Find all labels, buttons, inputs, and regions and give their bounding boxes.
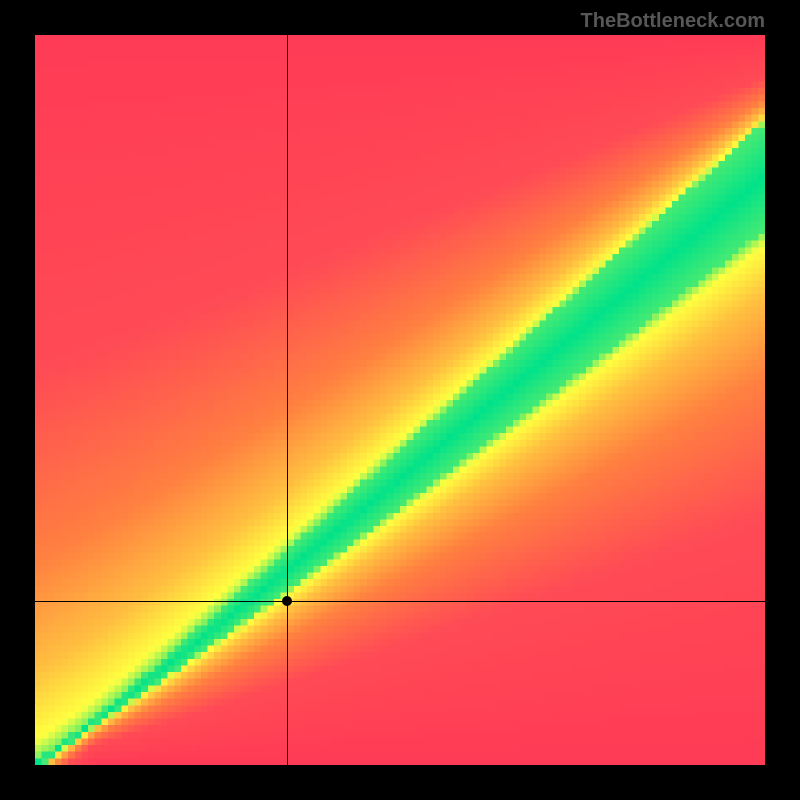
plot-area (35, 35, 765, 765)
crosshair-vertical (287, 35, 288, 765)
marker-dot (282, 596, 292, 606)
watermark-text: TheBottleneck.com (581, 10, 765, 33)
heatmap-canvas (35, 35, 765, 765)
crosshair-horizontal (35, 601, 765, 602)
plot-container (0, 0, 800, 800)
